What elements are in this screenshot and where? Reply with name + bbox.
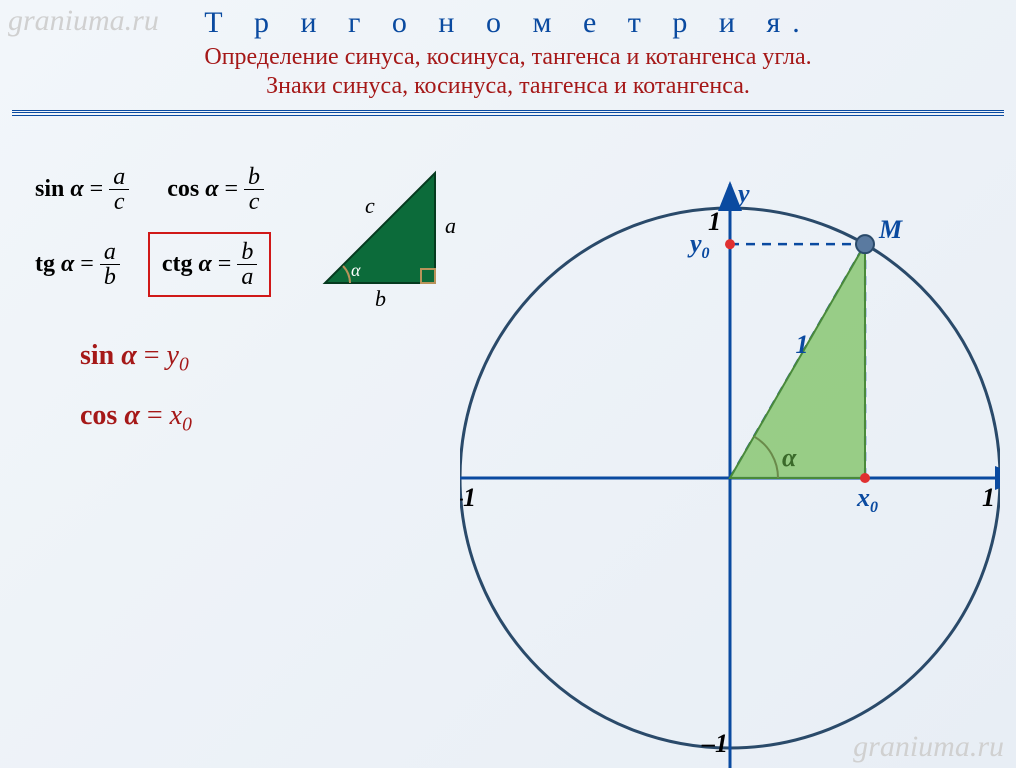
alpha-symbol: α	[117, 400, 147, 431]
equals: =	[147, 400, 163, 431]
fn-label: sin	[80, 340, 114, 371]
alpha-symbol: α	[61, 251, 74, 278]
subscript: 0	[179, 355, 189, 376]
fraction: b c	[244, 165, 264, 214]
rhs: y0	[167, 340, 189, 371]
fraction: a c	[109, 165, 129, 214]
numerator: b	[237, 240, 257, 265]
alpha-symbol: α	[114, 340, 144, 371]
formula-cos: cosα = b c	[167, 165, 264, 214]
svg-text:y0: y0	[687, 229, 710, 262]
fn-label: sin	[35, 176, 64, 203]
right-triangle-diagram: c a b α	[305, 158, 475, 313]
alpha-symbol: α	[198, 251, 211, 278]
numerator: a	[100, 240, 120, 265]
svg-text:a: a	[445, 213, 456, 238]
alpha-symbol: α	[70, 176, 83, 203]
rhs-var: y	[167, 340, 179, 371]
divider	[12, 110, 1004, 116]
svg-text:b: b	[375, 286, 386, 311]
denominator: b	[100, 265, 120, 289]
svg-text:c: c	[365, 193, 375, 218]
equals: =	[90, 176, 104, 203]
fraction: b a	[237, 240, 257, 289]
denominator: a	[237, 265, 257, 289]
watermark-bottom-right: graniuma.ru	[853, 730, 1004, 764]
fn-label: cos	[167, 176, 199, 203]
page: graniuma.ru graniuma.ru Т р и г о н о м …	[0, 0, 1016, 768]
equals: =	[224, 176, 238, 203]
subtitle-1: Определение синуса, косинуса, тангенса и…	[0, 44, 1016, 71]
subscript: 0	[182, 415, 192, 436]
numerator: b	[244, 165, 264, 190]
svg-text:–1: –1	[701, 729, 728, 758]
denominator: c	[110, 190, 129, 214]
unit-circle-diagram: xy11–1–1Mx0y01α	[460, 168, 1000, 758]
equals: =	[144, 340, 160, 371]
numerator: a	[109, 165, 129, 190]
fn-label: ctg	[162, 251, 193, 278]
rhs: x0	[170, 400, 192, 431]
formula-ctg-boxed: ctgα = b a	[148, 232, 271, 297]
def-cos: cos α = x0	[80, 400, 192, 437]
svg-text:1: 1	[708, 207, 721, 236]
svg-text:α: α	[351, 260, 361, 280]
equals: =	[218, 251, 232, 278]
svg-text:–1: –1	[460, 483, 476, 512]
equals: =	[80, 251, 94, 278]
page-title: Т р и г о н о м е т р и я.	[0, 0, 1016, 40]
formula-sin: sinα = a c	[35, 165, 129, 214]
svg-text:y: y	[735, 179, 750, 208]
svg-text:1: 1	[796, 330, 809, 359]
svg-text:1: 1	[982, 483, 995, 512]
fn-label: cos	[80, 400, 117, 431]
fn-label: tg	[35, 251, 55, 278]
subtitle-2: Знаки синуса, косинуса, тангенса и котан…	[0, 73, 1016, 100]
alpha-symbol: α	[205, 176, 218, 203]
svg-text:x0: x0	[856, 483, 878, 516]
formula-tg: tgα = a b	[35, 240, 120, 289]
svg-text:α: α	[782, 443, 797, 472]
fraction: a b	[100, 240, 120, 289]
def-sin: sin α = y0	[80, 340, 189, 377]
denominator: c	[245, 190, 264, 214]
rhs-var: x	[170, 400, 182, 431]
svg-text:M: M	[878, 215, 903, 244]
